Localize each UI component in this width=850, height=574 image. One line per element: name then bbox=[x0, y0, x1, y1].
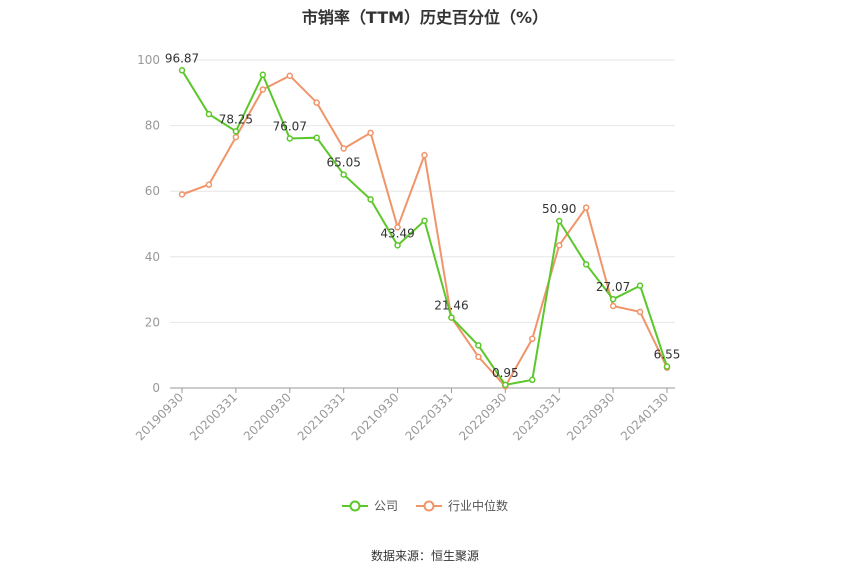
company-point bbox=[286, 135, 294, 142]
grid-lines bbox=[170, 59, 675, 323]
company-point bbox=[340, 171, 347, 178]
company-point bbox=[636, 282, 644, 289]
industry-median-point bbox=[394, 224, 401, 231]
y-tick-label: 60 bbox=[145, 184, 160, 198]
company-point bbox=[421, 217, 428, 224]
company-point bbox=[448, 314, 455, 321]
x-tick-label: 20230930 bbox=[564, 390, 617, 443]
company-point bbox=[367, 196, 374, 203]
legend-label-company: 公司 bbox=[373, 499, 398, 513]
company-point bbox=[529, 376, 536, 384]
x-tick-label: 20230331 bbox=[510, 390, 563, 443]
industry-median-point bbox=[313, 99, 320, 106]
x-tick-label: 20240130 bbox=[618, 390, 671, 443]
y-tick-label: 40 bbox=[145, 250, 160, 264]
company-point bbox=[394, 242, 401, 249]
industry-median-line bbox=[181, 74, 668, 389]
industry-median-point bbox=[340, 145, 347, 152]
data-label: 96.87 bbox=[165, 51, 199, 65]
legend-industry-median-icon bbox=[416, 500, 442, 511]
company-point bbox=[232, 128, 240, 135]
industry-median-point bbox=[205, 181, 213, 188]
industry-median-point bbox=[529, 335, 536, 343]
data-label: 27.07 bbox=[596, 280, 630, 294]
data-source: 数据来源：恒生聚源 bbox=[370, 549, 479, 563]
x-tick-label: 20210331 bbox=[295, 390, 348, 443]
industry-median-point bbox=[367, 129, 374, 137]
x-tick-label: 20190930 bbox=[133, 390, 186, 443]
legend-label-industry-median: 行业中位数 bbox=[448, 499, 509, 513]
x-tick-label: 20220331 bbox=[402, 390, 455, 443]
industry-median-point bbox=[178, 191, 186, 198]
legend-company-icon bbox=[341, 500, 368, 511]
industry-median-point bbox=[555, 242, 563, 249]
chart-title: 市销率（TTM）历史百分位（%） bbox=[301, 8, 549, 27]
legend-item-industry-median[interactable]: 行业中位数 bbox=[416, 497, 508, 514]
company-point bbox=[259, 71, 267, 79]
industry-median-point bbox=[582, 204, 590, 211]
industry-median-point bbox=[475, 353, 482, 361]
industry-median-point bbox=[609, 302, 617, 310]
x-tick-label: 20210930 bbox=[349, 390, 402, 443]
company-point bbox=[663, 363, 671, 370]
data-labels: 96.87 78.25 76.07 65.05 43.49 21.46 0.95 50.90 2… bbox=[165, 51, 681, 380]
industry-median-point bbox=[232, 133, 240, 141]
industry-median-point bbox=[259, 86, 267, 93]
company-point bbox=[475, 342, 482, 349]
company-point bbox=[609, 295, 617, 303]
y-tick-label: 80 bbox=[145, 119, 160, 133]
data-label: 0.95 bbox=[492, 366, 519, 380]
company-point bbox=[178, 67, 186, 74]
legend-item-company[interactable]: 公司 bbox=[341, 497, 398, 514]
x-tick-label: 20200930 bbox=[241, 390, 294, 443]
industry-median-point bbox=[636, 308, 644, 316]
x-tick-label: 20200331 bbox=[187, 390, 240, 443]
industry-median-point bbox=[421, 151, 428, 159]
company-point bbox=[502, 381, 509, 389]
company-point bbox=[205, 110, 213, 118]
data-label: 65.05 bbox=[326, 156, 360, 170]
data-label: 6.55 bbox=[654, 348, 681, 362]
y-tick-label: 100 bbox=[137, 53, 160, 67]
legend: 公司 行业中位数 bbox=[0, 497, 850, 514]
data-label: 21.46 bbox=[434, 299, 468, 313]
series-lines bbox=[178, 67, 671, 390]
y-tick-label: 0 bbox=[152, 381, 160, 395]
company-line bbox=[181, 69, 668, 387]
industry-median-point bbox=[286, 72, 294, 79]
company-point bbox=[555, 217, 563, 225]
company-point bbox=[582, 261, 590, 268]
data-label: 43.49 bbox=[380, 226, 414, 240]
company-point bbox=[313, 134, 320, 141]
data-label: 78.25 bbox=[219, 112, 253, 126]
y-tick-label: 20 bbox=[145, 315, 160, 329]
data-label: 76.07 bbox=[273, 119, 307, 133]
data-label: 50.90 bbox=[542, 202, 576, 216]
x-tick-label: 20220930 bbox=[456, 390, 509, 443]
